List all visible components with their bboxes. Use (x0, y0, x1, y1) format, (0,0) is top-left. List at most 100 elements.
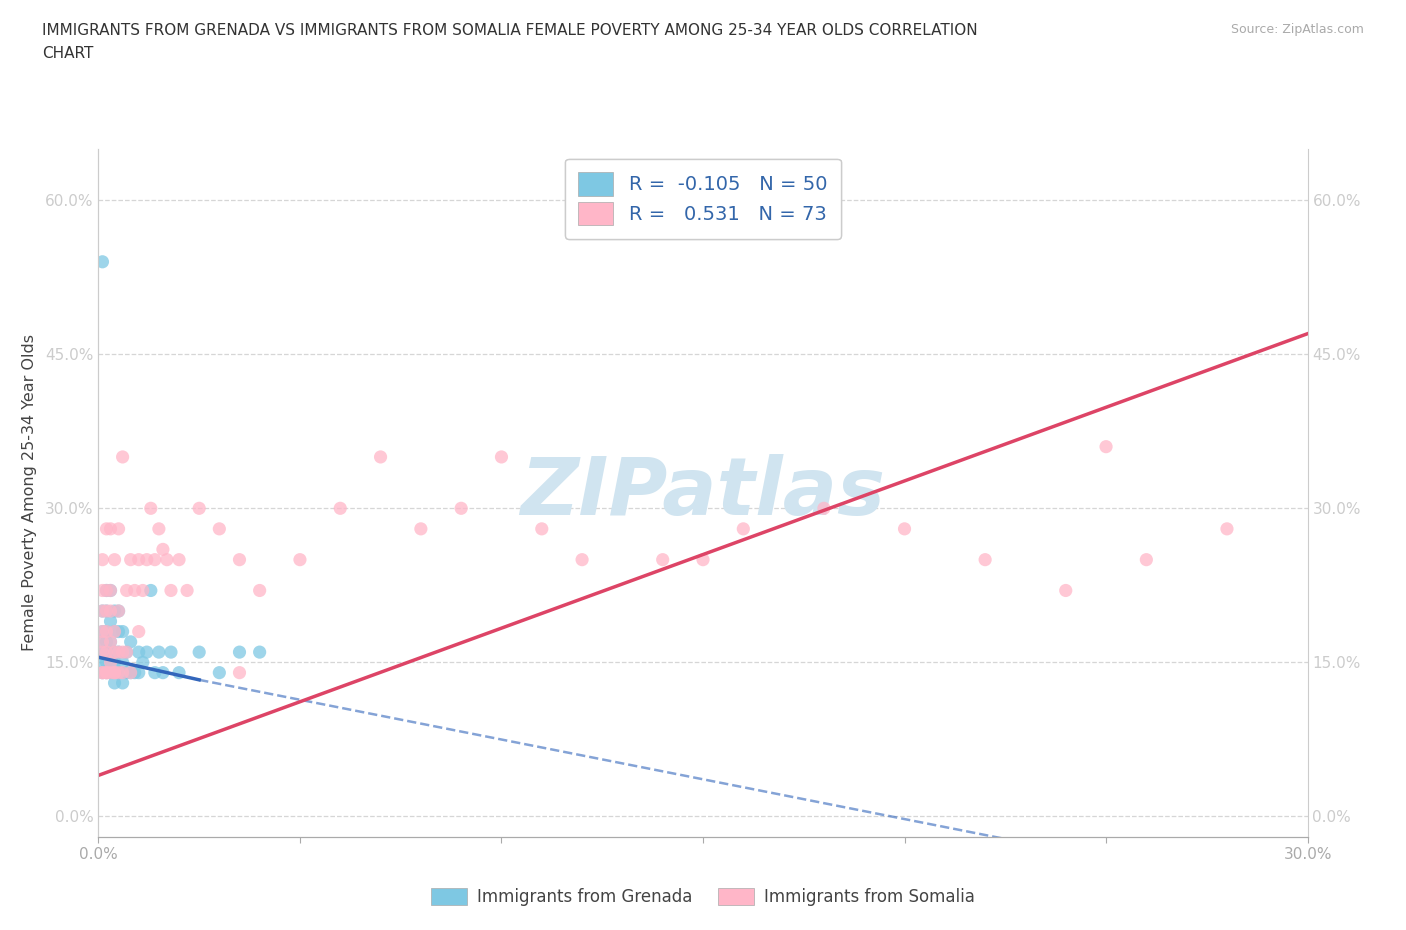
Point (813, 501, 835, 516)
Point (103, 665, 125, 680)
Point (111, 675, 134, 690)
Point (96, 655, 118, 670)
Point (96, 522, 118, 537)
Text: Source: ZipAtlas.com: Source: ZipAtlas.com (1230, 23, 1364, 36)
Text: CHART: CHART (42, 46, 94, 61)
Point (188, 501, 211, 516)
Point (91, 624, 114, 639)
Point (249, 583, 271, 598)
Point (409, 522, 432, 537)
Point (100, 583, 122, 598)
Point (96, 624, 118, 639)
Point (124, 665, 146, 680)
Point (288, 552, 311, 567)
Point (115, 665, 138, 680)
Point (120, 665, 142, 680)
Point (107, 644, 129, 659)
Point (228, 644, 250, 659)
Point (120, 634, 142, 649)
Point (96, 624, 118, 639)
Point (100, 665, 122, 680)
Point (103, 624, 125, 639)
Point (103, 665, 125, 680)
Point (96, 665, 118, 680)
Point (107, 644, 129, 659)
Text: IMMIGRANTS FROM GRENADA VS IMMIGRANTS FROM SOMALIA FEMALE POVERTY AMONG 25-34 YE: IMMIGRANTS FROM GRENADA VS IMMIGRANTS FR… (42, 23, 977, 38)
Point (100, 634, 122, 649)
Point (103, 604, 125, 618)
Point (96, 644, 118, 659)
Point (176, 583, 198, 598)
Point (139, 501, 162, 516)
Point (91, 624, 114, 639)
Point (139, 583, 162, 598)
Point (91, 665, 114, 680)
Point (100, 655, 122, 670)
Point (124, 583, 146, 598)
Point (111, 624, 134, 639)
Point (96, 644, 118, 659)
Point (107, 604, 129, 618)
Point (148, 522, 170, 537)
Point (128, 665, 150, 680)
Point (96, 604, 118, 618)
Point (893, 522, 915, 537)
Point (96, 604, 118, 618)
Point (100, 614, 122, 629)
Point (132, 655, 155, 670)
Point (148, 644, 170, 659)
Point (100, 634, 122, 649)
Point (100, 604, 122, 618)
Point (96, 665, 118, 680)
Point (143, 552, 166, 567)
Point (1095, 439, 1118, 454)
Point (111, 665, 134, 680)
Point (107, 665, 129, 680)
Point (228, 665, 250, 680)
Point (132, 583, 155, 598)
Point (120, 552, 142, 567)
Point (103, 644, 125, 659)
Point (208, 522, 231, 537)
Point (91, 665, 114, 680)
Point (188, 644, 211, 659)
Point (167, 552, 190, 567)
Point (733, 522, 755, 537)
Point (370, 449, 392, 464)
Point (115, 583, 138, 598)
Point (91, 644, 114, 659)
Point (103, 644, 125, 659)
Point (115, 644, 138, 659)
Point (103, 552, 125, 567)
Point (167, 665, 190, 680)
Point (91, 644, 114, 659)
Point (103, 624, 125, 639)
Point (107, 604, 129, 618)
Point (115, 644, 138, 659)
Point (128, 624, 150, 639)
Point (91, 254, 114, 269)
Point (100, 655, 122, 670)
Point (96, 634, 118, 649)
Point (107, 522, 129, 537)
Point (228, 552, 250, 567)
Point (530, 522, 553, 537)
Point (208, 665, 231, 680)
Point (91, 583, 114, 598)
Point (91, 634, 114, 649)
Point (96, 583, 118, 598)
Point (100, 583, 122, 598)
Point (91, 604, 114, 618)
Point (1054, 583, 1077, 598)
Point (135, 644, 157, 659)
Point (91, 634, 114, 649)
Point (111, 644, 134, 659)
Point (103, 655, 125, 670)
Point (107, 624, 129, 639)
Point (571, 552, 593, 567)
Point (96, 665, 118, 680)
Point (128, 552, 150, 567)
Point (91, 604, 114, 618)
Point (143, 665, 166, 680)
Point (329, 501, 352, 516)
